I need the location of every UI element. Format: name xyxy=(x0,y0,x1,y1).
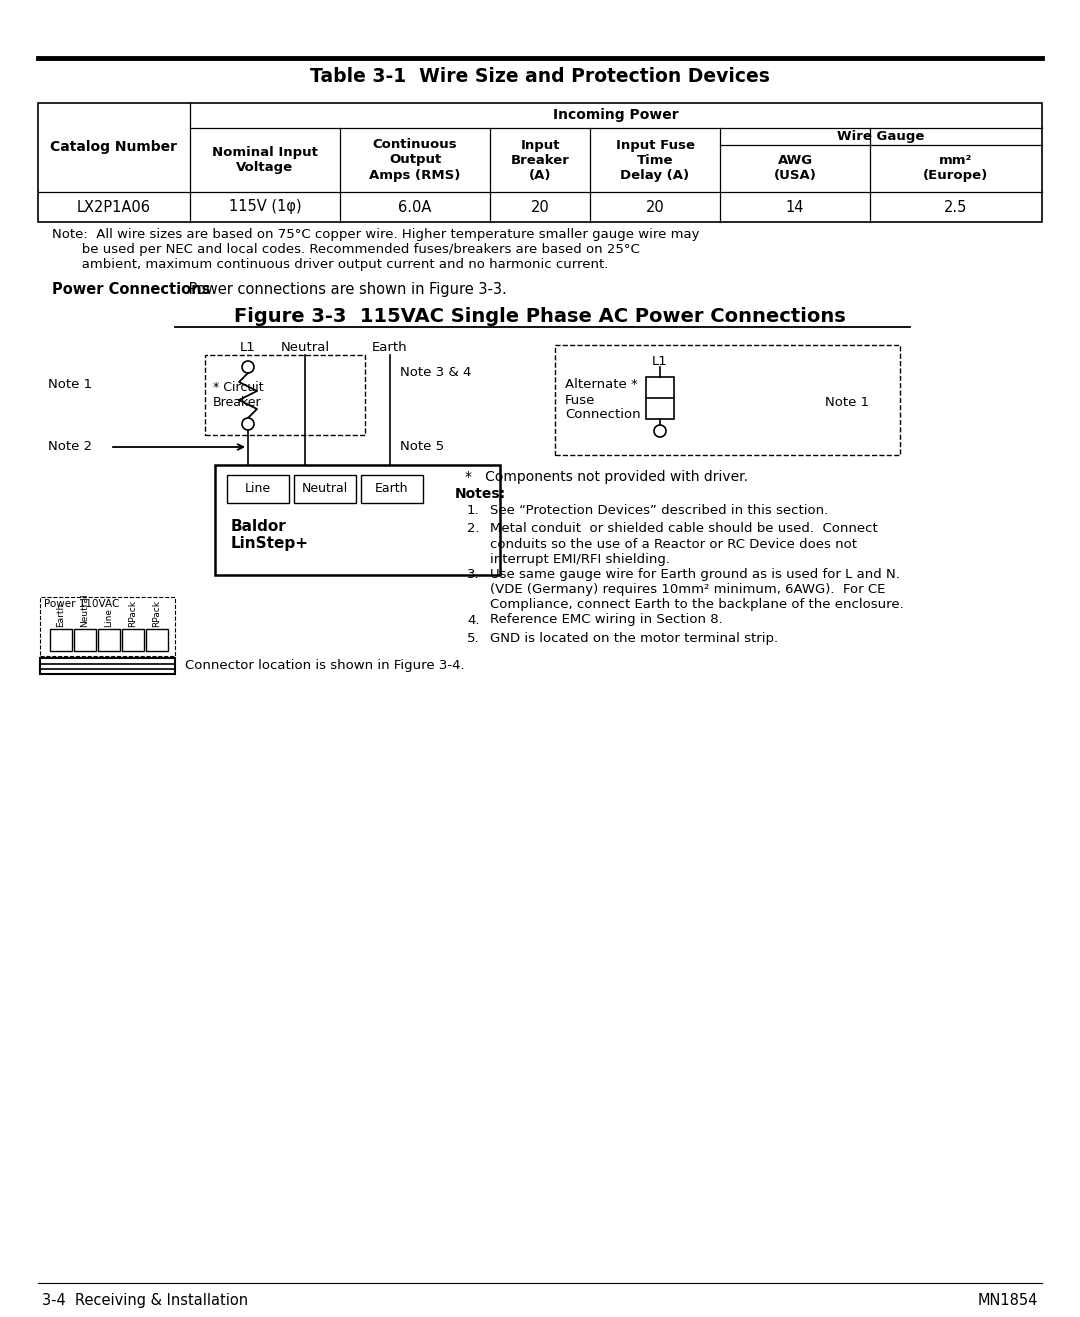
Text: 4.: 4. xyxy=(467,614,480,627)
Text: RPack: RPack xyxy=(129,601,137,627)
Bar xyxy=(146,630,168,651)
Text: AWG
(USA): AWG (USA) xyxy=(773,154,816,183)
Text: MN1854: MN1854 xyxy=(977,1293,1038,1308)
Bar xyxy=(40,658,175,674)
Text: 1.: 1. xyxy=(467,504,480,518)
Text: Power Connections: Power Connections xyxy=(52,282,211,298)
Bar xyxy=(40,597,175,656)
Text: Note 1: Note 1 xyxy=(48,378,92,391)
Circle shape xyxy=(654,425,666,437)
Text: Earth: Earth xyxy=(373,341,408,354)
Text: Use same gauge wire for Earth ground as is used for L and N.
(VDE (Germany) requ: Use same gauge wire for Earth ground as … xyxy=(490,568,904,611)
Text: Metal conduit  or shielded cable should be used.  Connect
conduits so the use of: Metal conduit or shielded cable should b… xyxy=(490,523,878,565)
Circle shape xyxy=(242,417,254,429)
Text: Incoming Power: Incoming Power xyxy=(553,108,679,122)
Text: Power connections are shown in Figure 3-3.: Power connections are shown in Figure 3-… xyxy=(184,282,507,298)
Text: mm²
(Europe): mm² (Europe) xyxy=(923,154,988,183)
Text: 2.: 2. xyxy=(467,523,480,536)
Text: Neutral: Neutral xyxy=(302,482,348,495)
Text: Neutral: Neutral xyxy=(81,594,90,627)
Text: Input Fuse
Time
Delay (A): Input Fuse Time Delay (A) xyxy=(616,138,694,182)
Bar xyxy=(215,465,500,576)
Text: Note 2: Note 2 xyxy=(48,440,92,453)
Text: Connector location is shown in Figure 3-4.: Connector location is shown in Figure 3-… xyxy=(185,660,464,673)
Text: Figure 3-3  115VAC Single Phase AC Power Connections: Figure 3-3 115VAC Single Phase AC Power … xyxy=(234,307,846,327)
Text: 2.5: 2.5 xyxy=(944,199,968,215)
Bar xyxy=(294,475,356,503)
Text: Note 1: Note 1 xyxy=(825,396,869,410)
Bar xyxy=(361,475,423,503)
Text: GND is located on the motor terminal strip.: GND is located on the motor terminal str… xyxy=(490,632,778,645)
Text: Reference EMC wiring in Section 8.: Reference EMC wiring in Section 8. xyxy=(490,614,723,627)
Text: Line: Line xyxy=(245,482,271,495)
Text: Notes:: Notes: xyxy=(455,487,507,500)
Bar xyxy=(122,630,144,651)
Text: See “Protection Devices” described in this section.: See “Protection Devices” described in th… xyxy=(490,504,828,518)
Text: L1: L1 xyxy=(652,356,667,367)
Bar xyxy=(38,103,1042,223)
Text: ambient, maximum continuous driver output current and no harmonic current.: ambient, maximum continuous driver outpu… xyxy=(52,258,608,271)
Bar xyxy=(555,345,900,454)
Text: Neutral: Neutral xyxy=(281,341,329,354)
Text: 20: 20 xyxy=(530,199,550,215)
Text: Nominal Input
Voltage: Nominal Input Voltage xyxy=(212,146,318,174)
Text: Note 3 & 4: Note 3 & 4 xyxy=(400,366,471,378)
Text: 5.: 5. xyxy=(467,632,480,645)
Text: L1: L1 xyxy=(240,341,256,354)
Text: * Circuit
Breaker: * Circuit Breaker xyxy=(213,381,264,410)
Text: Earth: Earth xyxy=(56,603,66,627)
Text: 115V (1φ): 115V (1φ) xyxy=(229,199,301,215)
Text: be used per NEC and local codes. Recommended fuses/breakers are based on 25°C: be used per NEC and local codes. Recomme… xyxy=(52,244,639,255)
Text: 3-4  Receiving & Installation: 3-4 Receiving & Installation xyxy=(42,1293,248,1308)
Circle shape xyxy=(242,361,254,373)
Bar xyxy=(227,475,289,503)
Bar xyxy=(98,630,120,651)
Text: 6.0A: 6.0A xyxy=(399,199,432,215)
Text: Input
Breaker
(A): Input Breaker (A) xyxy=(511,138,569,182)
Text: 20: 20 xyxy=(646,199,664,215)
Text: Power 110VAC: Power 110VAC xyxy=(44,599,120,608)
Text: Baldor
LinStep+: Baldor LinStep+ xyxy=(231,519,309,552)
Bar xyxy=(205,356,365,435)
Text: RPack: RPack xyxy=(152,601,162,627)
Text: Note:  All wire sizes are based on 75°C copper wire. Higher temperature smaller : Note: All wire sizes are based on 75°C c… xyxy=(52,228,700,241)
Text: 3.: 3. xyxy=(467,568,480,581)
Text: Earth: Earth xyxy=(375,482,408,495)
Bar xyxy=(75,630,96,651)
Text: LX2P1A06: LX2P1A06 xyxy=(77,199,151,215)
Text: Line: Line xyxy=(105,608,113,627)
Text: Continuous
Output
Amps (RMS): Continuous Output Amps (RMS) xyxy=(369,138,461,182)
Text: Wire Gauge: Wire Gauge xyxy=(837,130,924,144)
Text: Catalog Number: Catalog Number xyxy=(51,141,177,154)
Text: *   Components not provided with driver.: * Components not provided with driver. xyxy=(465,470,748,485)
Bar xyxy=(50,630,72,651)
Text: Table 3-1  Wire Size and Protection Devices: Table 3-1 Wire Size and Protection Devic… xyxy=(310,66,770,86)
Text: Alternate *
Fuse
Connection: Alternate * Fuse Connection xyxy=(565,378,640,421)
Text: 14: 14 xyxy=(786,199,805,215)
Text: Note 5: Note 5 xyxy=(400,440,444,453)
Bar xyxy=(646,377,674,419)
